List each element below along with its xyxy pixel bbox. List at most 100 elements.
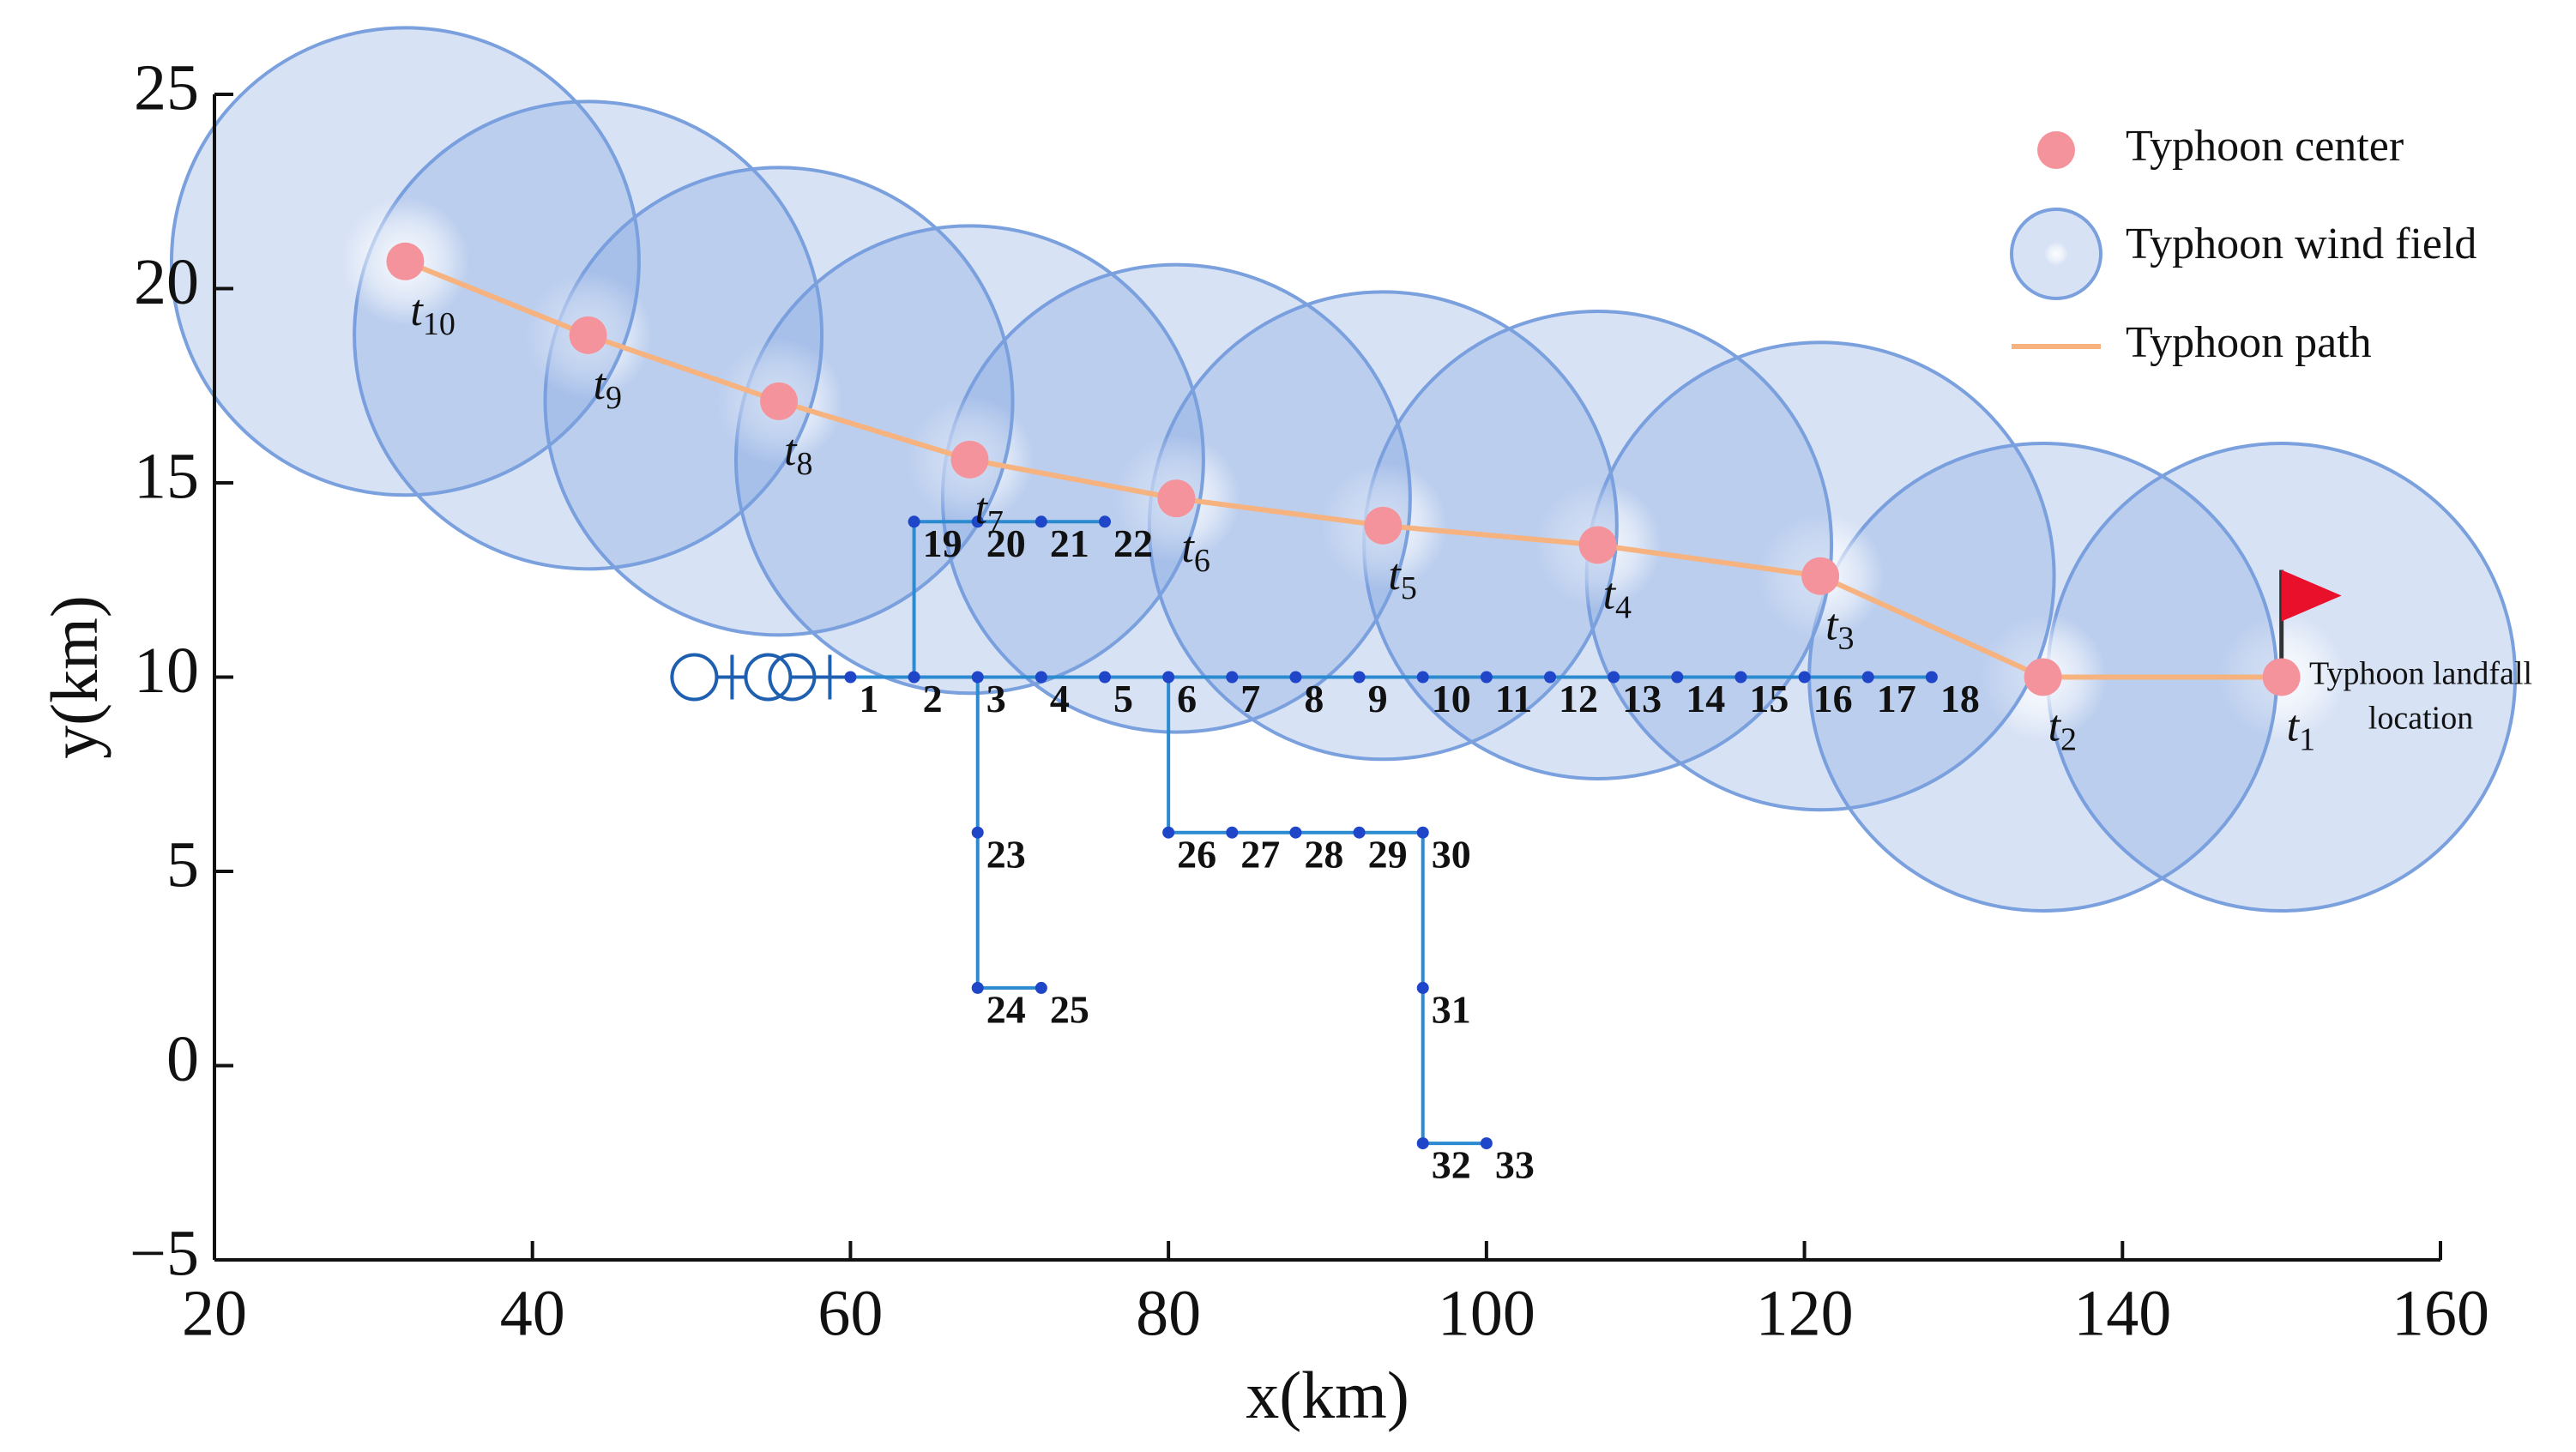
- center-label-base: t: [1825, 601, 1839, 650]
- center-label-sub: 8: [796, 446, 812, 482]
- bus-label: 5: [1113, 677, 1133, 720]
- bus-node: [908, 671, 920, 684]
- bus-label: 19: [923, 521, 962, 565]
- bus-node: [1353, 826, 1366, 839]
- typhoon-center: [1801, 557, 1840, 595]
- bus-node: [971, 515, 984, 528]
- bus-label: 9: [1368, 677, 1388, 720]
- bus-label: 14: [1686, 677, 1725, 720]
- bus-node: [1861, 671, 1874, 684]
- bus-label: 30: [1432, 832, 1471, 876]
- bus-node: [1353, 671, 1366, 684]
- bus-node: [1798, 671, 1811, 684]
- source-generator: [670, 653, 719, 702]
- x-tick-label: 40: [500, 1277, 565, 1349]
- bus-label: 32: [1432, 1143, 1471, 1187]
- transformer: [768, 653, 817, 702]
- center-label-base: t: [1181, 523, 1195, 572]
- x-tick-label: 120: [1756, 1277, 1854, 1349]
- bus-node: [1734, 671, 1747, 684]
- bus-node: [1416, 826, 1429, 839]
- bus-node: [1226, 671, 1239, 684]
- bus-label: 33: [1495, 1143, 1535, 1187]
- x-tick-label: 20: [182, 1277, 247, 1349]
- y-axis-label: y(km): [37, 595, 112, 759]
- center-label: t10: [410, 286, 455, 342]
- bus-label: 11: [1495, 677, 1532, 720]
- typhoon-center: [569, 316, 607, 354]
- axes: 20 40 60 80 100 120 140 160−50510152025x(km)y(k…: [37, 51, 2489, 1431]
- bus-label: 29: [1368, 832, 1408, 876]
- bus-node: [971, 826, 984, 839]
- y-tick-label: 10: [134, 635, 199, 707]
- typhoon-center: [760, 382, 799, 420]
- center-label-base: t: [1603, 569, 1617, 618]
- y-tick-label: −5: [130, 1217, 199, 1289]
- center-label-base: t: [410, 286, 424, 335]
- center-label: t7: [974, 485, 1003, 540]
- typhoon-path: [404, 259, 2282, 680]
- y-tick-label: 25: [134, 51, 199, 124]
- bus-label: 12: [1559, 677, 1598, 720]
- landfall-annotation: Typhoon landfall: [2309, 656, 2532, 692]
- center-label-sub: 1: [2299, 721, 2315, 757]
- bus-node: [971, 981, 984, 994]
- bus-label: 26: [1177, 832, 1216, 876]
- bus-label: 4: [1050, 677, 1070, 720]
- center-label-base: t: [2287, 702, 2301, 750]
- bus-label: 7: [1240, 677, 1260, 720]
- center-label-sub: 10: [423, 306, 455, 342]
- bus-node: [1416, 1137, 1429, 1150]
- typhoon-center: [2262, 658, 2301, 696]
- bus-node: [1480, 671, 1493, 684]
- bus-node: [1480, 1137, 1493, 1150]
- x-tick-label: 60: [817, 1277, 883, 1349]
- bus-label: 28: [1304, 832, 1343, 876]
- bus-node: [1035, 671, 1047, 684]
- bus-node: [1289, 826, 1302, 839]
- x-tick-label: 140: [2073, 1277, 2171, 1349]
- bus-label: 10: [1432, 677, 1471, 720]
- legend-field-eye: [2044, 242, 2068, 266]
- center-label-sub: 5: [1401, 570, 1417, 606]
- typhoon-center: [1157, 479, 1196, 518]
- bus-label: 16: [1813, 677, 1853, 720]
- center-label: t1: [2287, 702, 2315, 757]
- bus-node: [971, 671, 984, 684]
- bus-label: 6: [1177, 677, 1197, 720]
- legend-label: Typhoon path: [2126, 318, 2372, 367]
- legend-center-marker: [2037, 131, 2075, 169]
- center-label: t8: [784, 426, 812, 482]
- center-label-base: t: [1388, 551, 1402, 599]
- bus-label: 24: [986, 987, 1026, 1031]
- center-label-sub: 3: [1838, 620, 1855, 656]
- bus-node: [1416, 671, 1429, 684]
- bus-node: [1544, 671, 1556, 684]
- bus-node: [1608, 671, 1620, 684]
- flag: [2281, 569, 2342, 622]
- bus-label: 27: [1240, 832, 1280, 876]
- legend: Typhoon center Typhoon wind field Typhoon …: [2010, 122, 2476, 367]
- bus-node: [1035, 515, 1047, 528]
- bus-node: [908, 515, 920, 528]
- center-label-sub: 9: [606, 380, 622, 416]
- center-label-base: t: [974, 485, 988, 533]
- bus-label: 18: [1940, 677, 1980, 720]
- y-tick-label: 20: [134, 246, 199, 318]
- bus-label: 2: [923, 677, 943, 720]
- bus-label: 8: [1304, 677, 1324, 720]
- bus-label: 31: [1432, 987, 1471, 1031]
- bus-label: 1: [859, 677, 878, 720]
- typhoon-center: [950, 440, 989, 479]
- center-label-sub: 6: [1194, 543, 1210, 579]
- center-label-sub: 4: [1615, 589, 1632, 625]
- center-label-sub: 2: [2060, 721, 2077, 757]
- bus-label: 23: [986, 832, 1026, 876]
- typhoon-center: [1364, 506, 1403, 545]
- bus-node: [1162, 826, 1175, 839]
- legend-label: Typhoon center: [2126, 122, 2404, 171]
- bus-node: [1162, 671, 1175, 684]
